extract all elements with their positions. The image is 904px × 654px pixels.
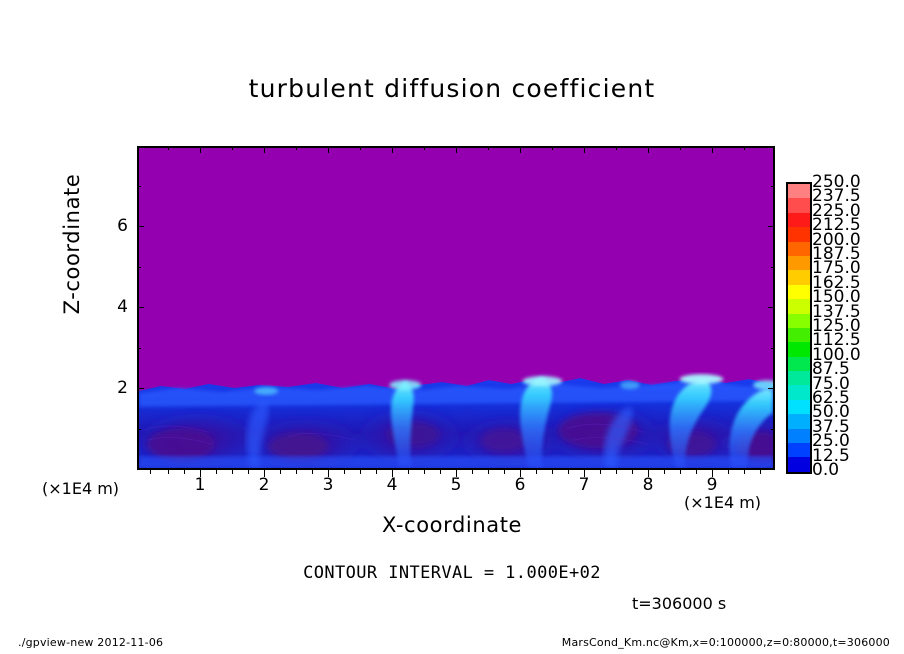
colorbar-tick-label: 212.5 bbox=[812, 215, 861, 236]
y-axis-unit-label: (×1E4 m) bbox=[42, 479, 120, 498]
colorbar-tick-label: 225.0 bbox=[812, 200, 861, 221]
colorbar-tick-label: 62.5 bbox=[812, 388, 850, 408]
x-axis-unit-label: (×1E4 m) bbox=[684, 493, 762, 512]
colorbar-tick-label: 50.0 bbox=[812, 402, 850, 423]
colorbar-swatch bbox=[788, 212, 810, 228]
colorbar-swatch bbox=[788, 428, 810, 444]
colorbar-swatch bbox=[788, 457, 810, 472]
colorbar-swatch bbox=[788, 414, 810, 429]
colorbar-tick-label: 37.5 bbox=[812, 416, 850, 437]
footer-command-left: ./gpview-new 2012-11-06 bbox=[18, 636, 164, 649]
x-tick-label-8: 8 bbox=[642, 475, 654, 495]
x-tick-label-9: 9 bbox=[706, 475, 718, 495]
colorbar-tick-label: 125.0 bbox=[812, 316, 861, 336]
colorbar-tick-label: 12.5 bbox=[812, 445, 850, 466]
colorbar-swatch bbox=[788, 371, 810, 386]
colorbar-swatch bbox=[788, 184, 810, 199]
x-tick-label-7: 7 bbox=[578, 475, 590, 495]
footer-source-right: MarsCond_Km.nc@Km,x=0:100000,z=0:80000,t… bbox=[561, 636, 890, 649]
colorbar-tick-label: 250.0 bbox=[812, 172, 861, 192]
y-tick-label-6: 6 bbox=[117, 216, 128, 236]
colorbar-tick-label: 87.5 bbox=[812, 359, 850, 380]
colorbar-swatch bbox=[788, 299, 810, 314]
colorbar-tick-label: 100.0 bbox=[812, 344, 861, 365]
colorbar-swatch bbox=[788, 255, 810, 271]
x-tick-label-5: 5 bbox=[450, 475, 462, 495]
colorbar-swatch bbox=[788, 313, 810, 328]
colorbar-swatch bbox=[788, 284, 810, 300]
contour-interval-caption: CONTOUR INTERVAL = 1.000E+02 bbox=[303, 563, 601, 583]
colorbar-tick-label: 137.5 bbox=[812, 301, 861, 322]
y-tick-label-4: 4 bbox=[117, 297, 128, 317]
contour-plot-area bbox=[137, 146, 775, 470]
x-tick-label-2: 2 bbox=[258, 475, 270, 495]
x-tick-label-3: 3 bbox=[322, 475, 334, 495]
colorbar-tick-label: 75.0 bbox=[812, 373, 850, 394]
colorbar-tick-label: 237.5 bbox=[812, 186, 861, 207]
x-tick-label-6: 6 bbox=[514, 475, 526, 495]
colorbar-tick-label: 150.0 bbox=[812, 287, 861, 308]
y-tick-label-2: 2 bbox=[117, 378, 128, 398]
colorbar-swatch bbox=[788, 227, 810, 242]
colorbar-tick-label: 162.5 bbox=[812, 272, 861, 293]
x-tick-label-4: 4 bbox=[386, 475, 398, 495]
colorbar-tick-label: 112.5 bbox=[812, 330, 861, 351]
colorbar-tick-label: 25.0 bbox=[812, 431, 850, 452]
y-axis-title: Z-coordinate bbox=[60, 173, 84, 315]
x-axis-title: X-coordinate bbox=[381, 513, 523, 537]
colorbar-swatch bbox=[788, 385, 810, 400]
colorbar-tick-label: 175.0 bbox=[812, 258, 861, 279]
time-stamp-caption: t=306000 s bbox=[632, 594, 727, 613]
colorbar-swatch bbox=[788, 443, 810, 458]
colorbar-swatch bbox=[788, 399, 810, 415]
colorbar-tick-label: 0.0 bbox=[812, 460, 840, 480]
colorbar-swatch bbox=[788, 241, 810, 256]
colorbar-labels: 250.0 237.5 225.0 212.5 200.0 187.5 175.0 162.5… bbox=[812, 174, 898, 479]
colorbar-swatch bbox=[788, 342, 810, 357]
colorbar-tick-label: 187.5 bbox=[812, 244, 861, 264]
diffusion-field-image bbox=[139, 148, 773, 468]
page-title: turbulent diffusion coefficient bbox=[248, 74, 656, 103]
colorbar-swatch bbox=[788, 198, 810, 213]
colorbar-tick-label: 200.0 bbox=[812, 229, 861, 250]
colorbar-swatch bbox=[788, 327, 810, 343]
colorbar-swatch bbox=[788, 356, 810, 372]
colorbar bbox=[786, 182, 812, 474]
x-tick-label-1: 1 bbox=[194, 475, 206, 495]
colorbar-swatch bbox=[788, 270, 810, 285]
